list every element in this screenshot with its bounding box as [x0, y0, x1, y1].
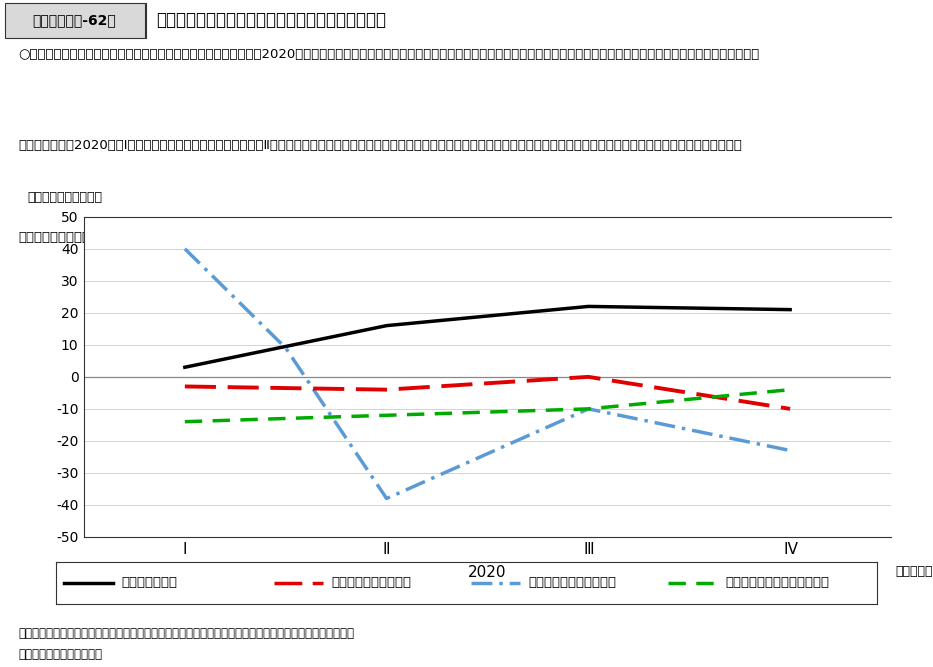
Text: る世帯」では、2020年第Ⅰ四半期（１－３月期）の増加の後、第Ⅱ四半期（４－６月期）に比較的大幅に減少し、その後、減少幅が縮小するといった変動がみられたことから: る世帯」では、2020年第Ⅰ四半期（１－３月期）の増加の後、第Ⅱ四半期（４－６月…	[19, 139, 743, 152]
Text: 夫婦と親から成る世帯: 夫婦と親から成る世帯	[331, 576, 411, 590]
Text: （注）　データは原数値。: （注） データは原数値。	[19, 648, 103, 661]
Text: 夫婦のみの世帯: 夫婦のみの世帯	[121, 576, 177, 590]
Text: （年，期）: （年，期）	[896, 565, 933, 578]
Bar	[5, 3, 145, 38]
Text: 資料出所　総務省統計局「労働力調査（詳細集計）」をもとに厚生労働省政策統括官付政策統括室にて作成: 資料出所 総務省統計局「労働力調査（詳細集計）」をもとに厚生労働省政策統括官付政…	[19, 627, 355, 640]
Text: 第１－（５）-62図: 第１－（５）-62図	[33, 13, 117, 27]
Text: 世帯の種類別の配偶者のある女性の就業者数の動向: 世帯の種類別の配偶者のある女性の就業者数の動向	[156, 11, 386, 29]
Text: 夫婦と子供から成る世帯: 夫婦と子供から成る世帯	[528, 576, 616, 590]
Text: 夫婦，子供と親から成る世帯: 夫婦，子供と親から成る世帯	[725, 576, 829, 590]
Text: の女性への影響が大きかったことが分かる。: の女性への影響が大きかったことが分かる。	[19, 231, 178, 243]
Text: ○　世帯の種類別に配偶者のある女性の就業者数の動向をみると、2020年には「夫婦のみの世帯」では増加傾向で、「夫婦と親から成る世帯」では横ばい傾向で推移したのに: ○ 世帯の種類別に配偶者のある女性の就業者数の動向をみると、2020年には「夫婦…	[19, 48, 759, 61]
Text: （前年同期差，万人）: （前年同期差，万人）	[27, 191, 103, 204]
Text: 2020: 2020	[468, 565, 507, 580]
